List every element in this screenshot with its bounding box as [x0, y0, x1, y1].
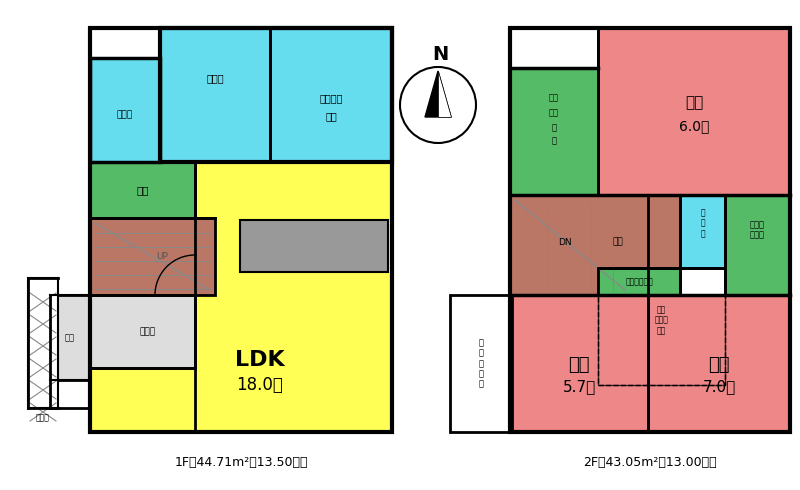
Text: ポーチ: ポーチ [36, 414, 50, 422]
Text: ホール: ホール [139, 327, 155, 336]
Text: トイレ: トイレ [117, 111, 133, 120]
Bar [160, 28, 270, 162]
Bar [510, 28, 790, 432]
Bar [90, 162, 392, 432]
Text: 洗面所: 洗面所 [206, 73, 224, 83]
Bar [50, 295, 90, 380]
Bar [90, 58, 160, 162]
Text: ー: ー [551, 137, 557, 146]
Text: 玄関: 玄関 [65, 333, 75, 342]
Text: 洋室: 洋室 [568, 356, 590, 374]
Text: ゼク: ゼク [549, 94, 559, 102]
Text: ト: ト [551, 123, 557, 132]
Bar [270, 28, 392, 162]
Bar [598, 295, 725, 385]
Bar [28, 278, 58, 408]
Text: バス: バス [325, 111, 337, 121]
Bar [680, 195, 725, 268]
Bar [90, 368, 392, 432]
Bar [510, 195, 680, 295]
Bar [160, 28, 392, 162]
Text: ロー: ロー [549, 108, 559, 118]
Text: 5.7帖: 5.7帖 [562, 379, 596, 394]
Text: 納戸: 納戸 [685, 96, 703, 111]
Bar [450, 295, 512, 432]
Bar [510, 295, 648, 432]
Polygon shape [438, 71, 451, 117]
Text: 納戸: 納戸 [708, 356, 730, 374]
Text: 2F：43.05m²（13.00坤）: 2F：43.05m²（13.00坤） [583, 456, 717, 468]
Bar [598, 295, 725, 385]
Polygon shape [425, 71, 451, 117]
Text: 1F：44.71m²（13.50坤）: 1F：44.71m²（13.50坤） [174, 456, 308, 468]
Bar [240, 220, 388, 272]
Text: クローゼット: クローゼット [625, 277, 653, 286]
Text: 6.0帖: 6.0帖 [679, 119, 709, 133]
Text: クロー
ゼット: クロー ゼット [750, 220, 765, 240]
Text: UP: UP [157, 252, 169, 261]
Text: 7.0帖: 7.0帖 [702, 379, 736, 394]
Bar [90, 58, 160, 162]
Bar [90, 368, 195, 432]
Bar [598, 268, 680, 295]
Text: 上部
小屋裏
収納: 上部 小屋裏 収納 [654, 305, 669, 335]
Text: 廊下: 廊下 [613, 238, 623, 246]
Text: LDK: LDK [235, 350, 285, 370]
Bar [195, 162, 392, 432]
Bar [725, 195, 790, 295]
Text: ト
イ
レ: ト イ レ [700, 208, 705, 238]
Bar [90, 162, 195, 218]
Text: 18.0帖: 18.0帖 [237, 376, 283, 394]
Bar [90, 218, 215, 295]
Bar [90, 295, 195, 368]
Text: システム: システム [319, 93, 342, 103]
Text: 収納: 収納 [136, 185, 149, 195]
Polygon shape [90, 162, 392, 432]
Text: バ
ル
コ
ニ
ー: バ ル コ ニ ー [478, 338, 483, 389]
Bar [90, 28, 392, 432]
Text: DN: DN [558, 238, 572, 246]
Text: N: N [432, 46, 448, 65]
Bar [648, 295, 790, 432]
Bar [598, 28, 790, 195]
Bar [510, 68, 598, 195]
